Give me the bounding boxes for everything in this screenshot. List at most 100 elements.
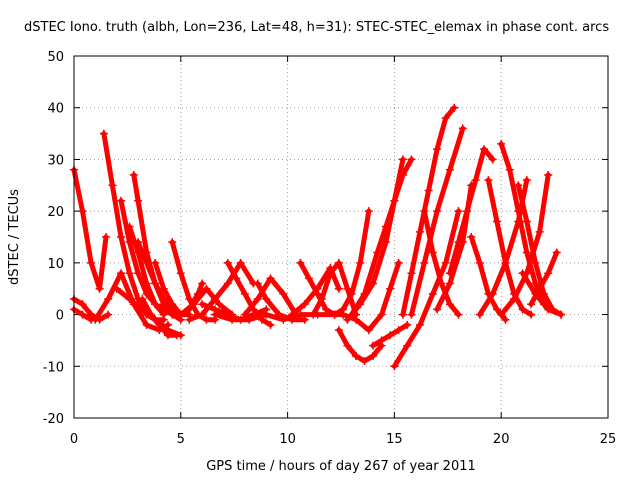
data-point	[330, 310, 339, 319]
x-tick-label: 25	[600, 432, 617, 447]
series-line	[447, 146, 496, 276]
data-point	[304, 274, 313, 283]
data-point	[433, 207, 442, 216]
data-point	[266, 274, 275, 283]
data-point	[420, 207, 429, 216]
data-point	[202, 284, 211, 293]
x-tick-label: 15	[386, 432, 403, 447]
data-point	[279, 315, 288, 324]
data-point	[445, 269, 454, 278]
series-line	[498, 141, 547, 307]
y-axis-label: dSTEC / TECUs	[7, 189, 22, 285]
data-point	[104, 295, 113, 304]
data-point	[360, 357, 369, 366]
data-point	[445, 279, 454, 288]
data-point	[334, 284, 343, 293]
y-tick-label: 10	[47, 257, 64, 272]
series-line	[310, 260, 359, 318]
data-point	[510, 295, 519, 304]
data-point	[488, 155, 497, 164]
data-point	[398, 170, 407, 179]
data-point	[78, 310, 87, 319]
data-point	[223, 258, 232, 267]
data-point	[364, 207, 373, 216]
data-point	[398, 155, 407, 164]
x-tick-labels: 0 5 10 15 20 25	[70, 432, 616, 447]
data-point	[322, 305, 331, 314]
data-point	[518, 269, 527, 278]
data-point	[390, 362, 399, 371]
data-point	[155, 320, 164, 329]
data-point	[116, 269, 125, 278]
data-point	[142, 258, 151, 267]
data-point	[497, 139, 506, 148]
series-line	[349, 156, 414, 318]
data-point	[334, 258, 343, 267]
data-point	[138, 305, 147, 314]
data-point	[236, 258, 245, 267]
data-point	[198, 300, 207, 309]
series-arc-32	[407, 124, 467, 319]
y-tick-label: 50	[47, 50, 64, 65]
data-point	[309, 310, 318, 319]
series-line	[71, 167, 109, 292]
data-point	[198, 310, 207, 319]
data-point	[339, 310, 348, 319]
data-point	[394, 258, 403, 267]
series-line	[344, 156, 406, 323]
data-point	[518, 305, 527, 314]
data-point	[112, 284, 121, 293]
data-point	[369, 351, 378, 360]
data-point	[91, 315, 100, 324]
data-point	[262, 295, 271, 304]
data-point	[539, 289, 548, 298]
x-tick-label: 10	[279, 432, 296, 447]
data-point	[557, 310, 566, 319]
y-tick-label: -10	[43, 360, 64, 375]
data-point	[125, 295, 134, 304]
data-point	[134, 238, 143, 247]
data-point	[531, 289, 540, 298]
data-point	[424, 186, 433, 195]
data-point	[142, 320, 151, 329]
chart-title: dSTEC Iono. truth (albh, Lon=236, Lat=48…	[24, 20, 610, 35]
data-point	[245, 315, 254, 324]
series-arc-11	[138, 295, 181, 340]
data-point	[159, 284, 168, 293]
data-point	[501, 258, 510, 267]
series-arc-24	[330, 207, 373, 319]
series-arc-1	[70, 165, 111, 293]
data-point	[544, 170, 553, 179]
data-point	[428, 289, 437, 298]
data-point	[527, 300, 536, 309]
data-series	[70, 103, 566, 371]
data-point	[527, 310, 536, 319]
series-arc-31	[398, 103, 459, 319]
data-point	[266, 320, 275, 329]
series-arc-22	[287, 264, 343, 319]
data-point	[185, 295, 194, 304]
data-point	[189, 300, 198, 309]
data-point	[522, 217, 531, 226]
data-point	[151, 300, 160, 309]
data-point	[514, 181, 523, 190]
series-arc-17	[223, 258, 275, 329]
data-point	[428, 248, 437, 257]
data-point	[351, 315, 360, 324]
data-point	[522, 248, 531, 257]
y-tick-label: -20	[43, 412, 64, 427]
data-point	[445, 300, 454, 309]
data-point	[441, 114, 450, 123]
data-point	[253, 295, 262, 304]
data-point	[146, 310, 155, 319]
data-point	[108, 181, 117, 190]
y-tick-label: 0	[56, 309, 64, 324]
data-point	[279, 289, 288, 298]
data-point	[87, 258, 96, 267]
data-point	[176, 269, 185, 278]
data-point	[163, 331, 172, 340]
y-tick-labels: -20 -10 0 10 20 30 40 50	[43, 50, 64, 427]
data-point	[313, 284, 322, 293]
data-point	[386, 284, 395, 293]
